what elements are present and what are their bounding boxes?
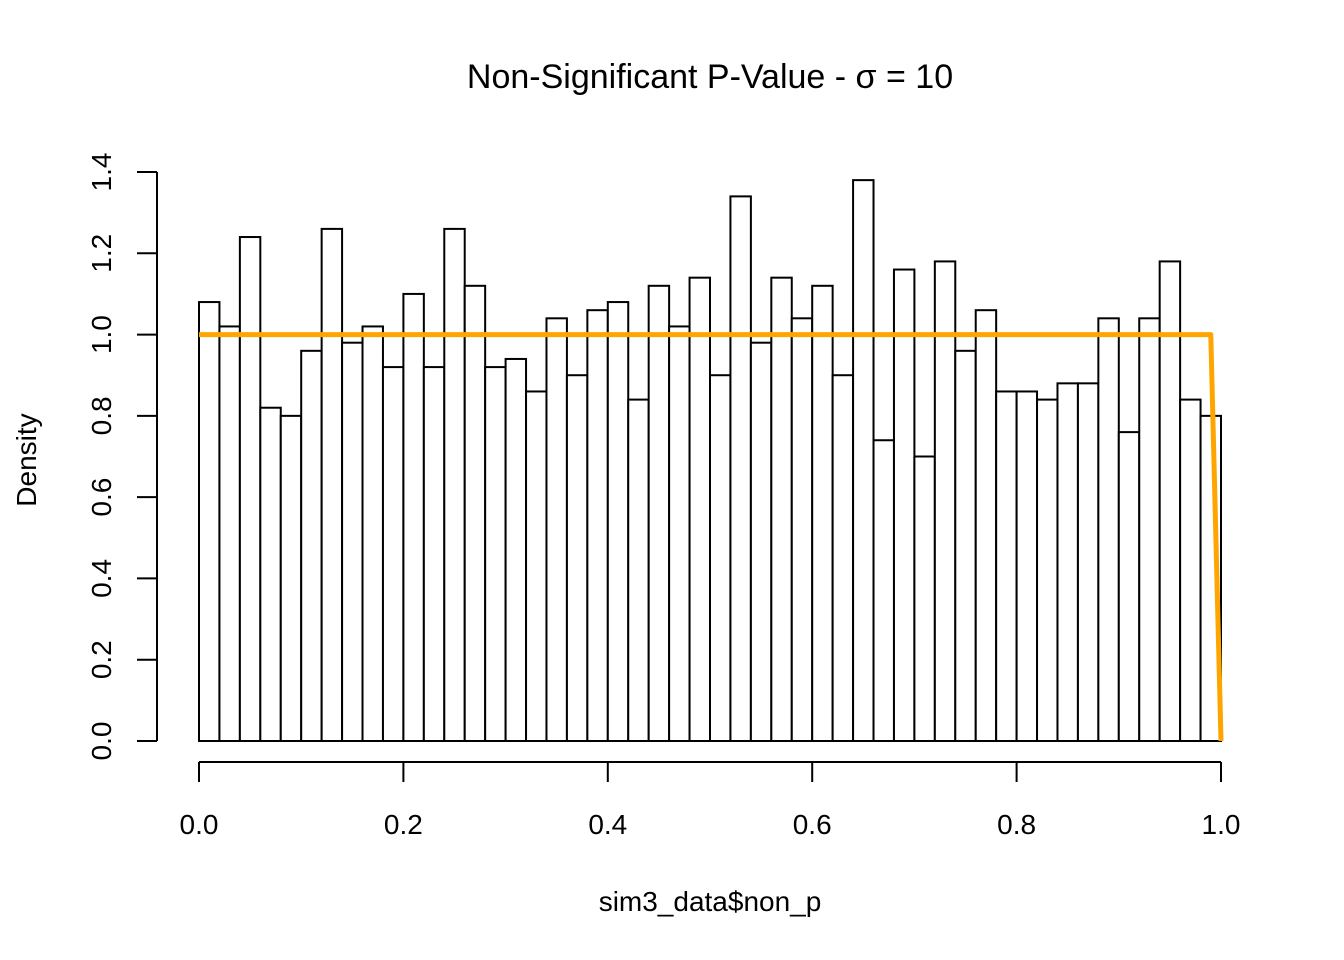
y-tick-label: 0.8 <box>86 396 117 435</box>
y-tick-label: 0.4 <box>86 559 117 598</box>
histogram-bar <box>709 374 732 742</box>
histogram-bars <box>198 179 1223 742</box>
histogram-bar <box>279 414 303 742</box>
y-tick-label: 0.0 <box>86 722 117 761</box>
histogram-bar <box>484 366 507 742</box>
y-tick-label: 1.4 <box>86 153 117 192</box>
histogram-bar <box>872 439 895 742</box>
histogram-bar <box>341 341 364 742</box>
histogram-bar <box>647 284 671 742</box>
y-tick-label: 0.6 <box>86 478 117 517</box>
histogram-bar <box>892 268 916 742</box>
histogram-bar <box>525 390 548 742</box>
histogram-bar <box>381 366 405 742</box>
histogram-bar <box>995 390 1018 742</box>
histogram-bar <box>361 325 384 742</box>
y-axis: 0.0 0.2 0.4 0.6 0.8 1.0 1.2 1.4 <box>86 153 158 761</box>
y-tick-label: 1.2 <box>86 234 117 273</box>
histogram-bar <box>954 349 977 742</box>
histogram-bar <box>443 227 466 742</box>
histogram-bar <box>668 325 691 742</box>
histogram-bar <box>770 276 793 742</box>
histogram-bar <box>422 366 446 742</box>
y-axis-label: Density <box>11 413 42 506</box>
histogram-bar <box>259 406 282 742</box>
chart-title: Non-Significant P-Value - σ = 10 <box>467 58 953 96</box>
histogram-bar <box>1036 398 1059 742</box>
histogram-bar <box>627 398 650 742</box>
y-tick-label: 0.2 <box>86 640 117 679</box>
histogram-bar <box>1117 431 1141 742</box>
histogram-bar <box>463 284 487 742</box>
histogram-bar <box>1056 382 1079 742</box>
histogram-bar <box>729 195 752 742</box>
x-tick-label: 0.0 <box>180 809 219 840</box>
density-overlay <box>199 332 1224 742</box>
x-tick-label: 0.6 <box>793 809 832 840</box>
histogram-bar <box>565 374 589 742</box>
x-axis-label: sim3_data$non_p <box>599 886 822 917</box>
histogram-bar <box>606 301 630 742</box>
histogram-bar <box>790 317 814 742</box>
histogram-bar <box>402 292 425 742</box>
histogram-bar <box>218 325 241 742</box>
x-tick-label: 0.4 <box>588 809 627 840</box>
histogram-bar <box>688 276 711 742</box>
histogram-bar <box>1076 382 1100 742</box>
x-axis: 0.0 0.2 0.4 0.6 0.8 1.0 <box>180 761 1241 840</box>
uniform-density-line <box>199 332 1224 742</box>
x-tick-label: 0.8 <box>997 809 1036 840</box>
histogram-bar <box>852 179 875 742</box>
histogram-bar <box>320 227 344 742</box>
histogram-bar <box>238 236 262 742</box>
x-tick-label: 0.2 <box>384 809 423 840</box>
histogram-bar <box>545 317 568 742</box>
x-tick-label: 1.0 <box>1202 809 1241 840</box>
histogram-bar <box>811 284 834 742</box>
histogram-bar <box>1097 317 1120 742</box>
histogram-bar <box>1015 390 1039 742</box>
histogram-bar <box>913 455 936 742</box>
histogram-bar <box>749 341 773 742</box>
y-tick-label: 1.0 <box>86 315 117 354</box>
histogram-bar <box>586 309 609 742</box>
histogram-bar <box>198 301 221 742</box>
histogram-bar <box>831 374 855 742</box>
histogram-bar <box>1179 398 1202 742</box>
histogram-bar <box>300 349 323 742</box>
histogram-bar <box>974 309 998 742</box>
histogram-bar <box>1138 317 1161 742</box>
histogram-bar <box>504 357 528 742</box>
